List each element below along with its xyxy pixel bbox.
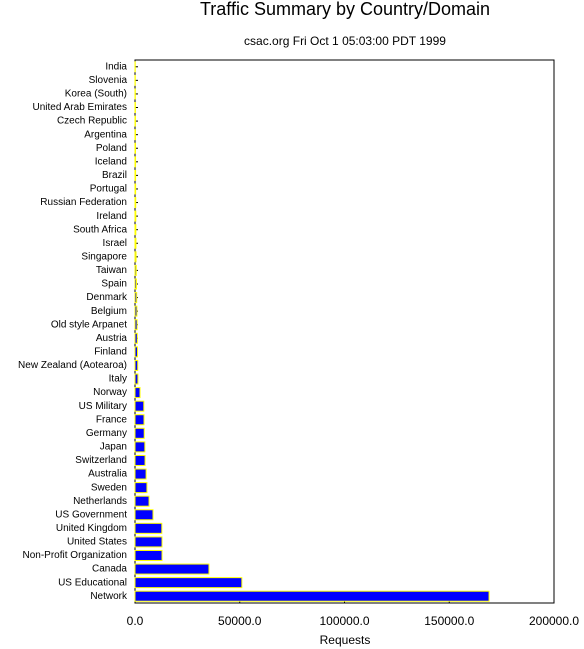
y-tick-label: Germany — [86, 428, 127, 439]
bar — [134, 251, 137, 263]
bar — [134, 509, 154, 521]
y-tick-label: Taiwan — [96, 265, 127, 276]
y-tick-label: United Kingdom — [56, 523, 127, 534]
y-tick-label: Norway — [93, 387, 127, 398]
y-tick-label: Switzerland — [75, 455, 127, 466]
y-tick-label: US Educational — [58, 577, 127, 588]
y-tick-label: Singapore — [81, 251, 127, 262]
y-tick-label: Network — [90, 591, 128, 602]
bar — [134, 237, 137, 249]
x-tick-label: 100000.0 — [319, 614, 369, 628]
y-tick-label: Russian Federation — [40, 197, 127, 208]
bar — [134, 319, 138, 331]
y-tick-label: Finland — [94, 347, 127, 358]
y-tick-label: Israel — [103, 238, 127, 249]
x-tick-label: 0.0 — [127, 614, 144, 628]
chart-title: Traffic Summary by Country/Domain — [200, 0, 490, 19]
y-tick-label: Non-Profit Organization — [23, 550, 128, 561]
plot-frame — [134, 59, 555, 604]
y-tick-label: Slovenia — [89, 75, 128, 86]
y-tick-label: Canada — [92, 564, 127, 575]
bar — [134, 264, 137, 276]
y-tick-label: Ireland — [96, 211, 127, 222]
y-tick-label: France — [96, 414, 128, 425]
bar — [134, 210, 137, 222]
bar — [134, 400, 145, 412]
bar — [134, 454, 146, 466]
bar — [134, 332, 138, 344]
bar — [134, 224, 137, 236]
chart-subtitle: csac.org Fri Oct 1 05:03:00 PDT 1999 — [244, 34, 446, 48]
bar — [134, 346, 139, 358]
y-tick-label: Sweden — [91, 482, 127, 493]
y-tick-label: Korea (South) — [65, 89, 127, 100]
bar — [134, 156, 137, 168]
y-tick-label: Austria — [96, 333, 128, 344]
bar — [134, 468, 147, 480]
bar — [134, 563, 210, 575]
x-axis-label: Requests — [320, 633, 371, 647]
y-tick-label: South Africa — [73, 224, 127, 235]
bar — [134, 197, 137, 209]
y-tick-label: US Military — [79, 401, 127, 412]
y-tick-label: India — [105, 61, 127, 72]
bar — [134, 495, 150, 507]
y-tick-label: Spain — [101, 279, 127, 290]
bar — [134, 427, 145, 439]
y-tick-label: Iceland — [95, 156, 127, 167]
bar — [134, 441, 146, 453]
x-tick-label: 150000.0 — [424, 614, 474, 628]
y-tick-label: United Arab Emirates — [33, 102, 128, 113]
y-tick-label: Portugal — [90, 184, 127, 195]
y-tick-label: Belgium — [91, 306, 127, 317]
y-tick-label: Poland — [96, 143, 127, 154]
bar — [134, 414, 145, 426]
y-tick-label: Old style Arpanet — [51, 319, 127, 330]
bar — [134, 169, 137, 181]
y-tick-label: Denmark — [86, 292, 128, 303]
bar — [134, 536, 163, 548]
bar — [134, 292, 138, 304]
bar — [134, 142, 137, 154]
bar — [134, 549, 163, 561]
x-tick-label: 200000.0 — [529, 614, 579, 628]
y-tick-label: Argentina — [84, 129, 127, 140]
y-tick-label: New Zealand (Aotearoa) — [18, 360, 127, 371]
bar — [134, 305, 138, 317]
bar — [134, 482, 148, 494]
y-tick-label: Netherlands — [73, 496, 127, 507]
y-tick-label: Czech Republic — [57, 116, 127, 127]
bar — [134, 387, 141, 399]
y-tick-label: US Government — [55, 509, 127, 520]
x-tick-label: 50000.0 — [218, 614, 262, 628]
y-tick-label: Brazil — [102, 170, 127, 181]
bar — [134, 522, 163, 534]
bar — [134, 373, 139, 385]
y-tick-label: Japan — [100, 442, 127, 453]
bar — [134, 278, 137, 290]
bar — [134, 590, 490, 602]
bar — [134, 183, 137, 195]
y-tick-label: United States — [67, 537, 127, 548]
y-tick-label: Australia — [88, 469, 127, 480]
bar — [134, 359, 139, 371]
y-tick-label: Italy — [109, 374, 127, 385]
bar — [134, 577, 243, 589]
